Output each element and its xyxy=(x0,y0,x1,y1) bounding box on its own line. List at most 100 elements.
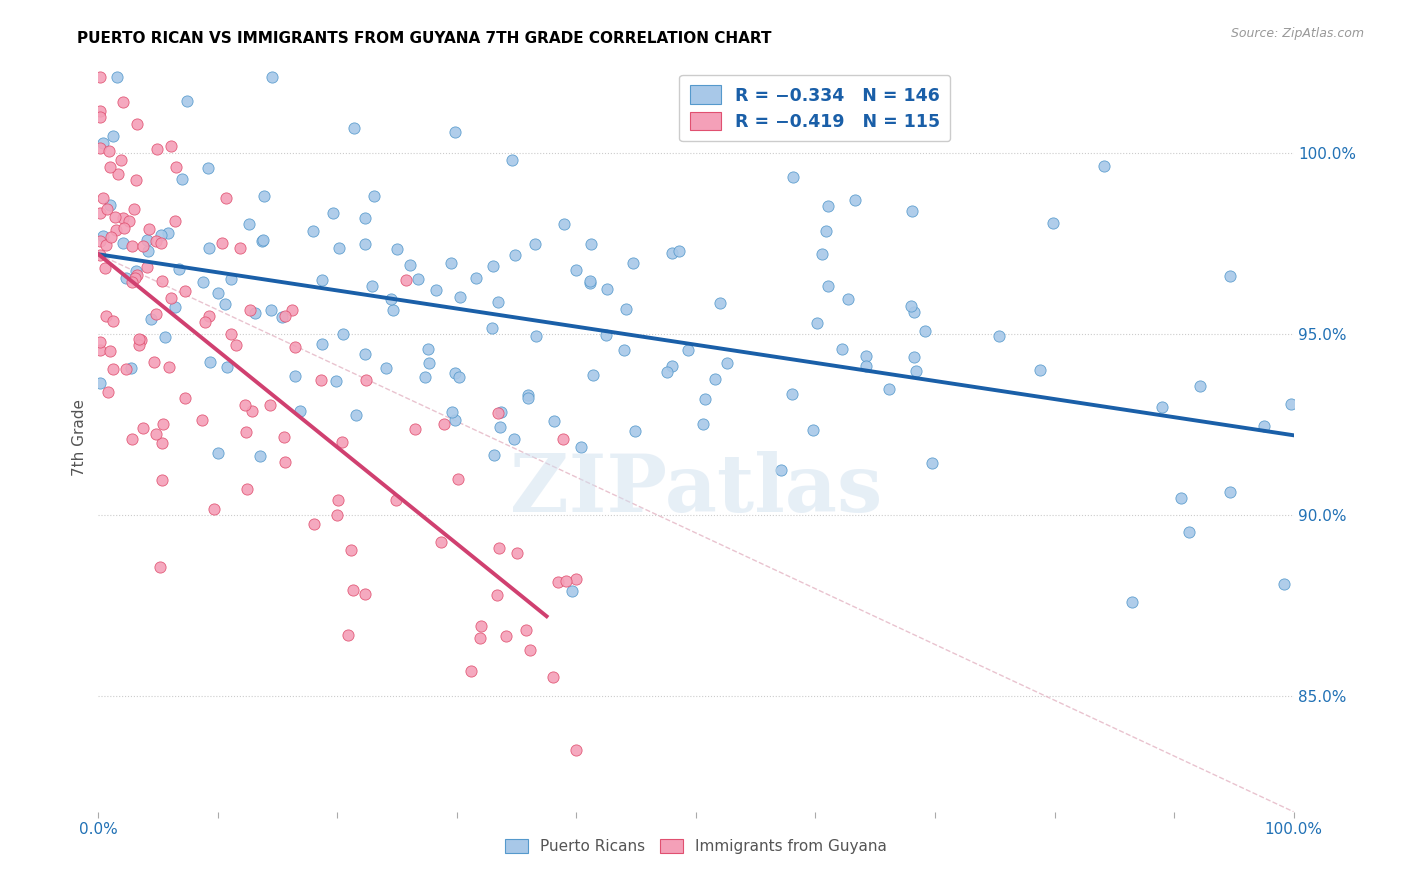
Point xyxy=(274,455,297,469)
Point xyxy=(488,406,510,420)
Point xyxy=(198,241,221,255)
Point xyxy=(270,310,292,324)
Point xyxy=(553,217,575,231)
Point xyxy=(416,343,439,357)
Point xyxy=(495,629,517,643)
Point xyxy=(444,366,467,380)
Point xyxy=(782,170,804,185)
Point xyxy=(150,274,173,288)
Point xyxy=(447,370,470,384)
Point xyxy=(1150,400,1173,414)
Point xyxy=(111,95,134,110)
Point xyxy=(565,743,588,757)
Point xyxy=(121,276,143,290)
Point xyxy=(149,235,172,250)
Point xyxy=(621,256,644,270)
Point xyxy=(145,426,167,441)
Point xyxy=(89,335,111,350)
Point xyxy=(692,417,714,431)
Point xyxy=(228,241,250,255)
Point xyxy=(259,398,281,412)
Point xyxy=(831,342,853,356)
Point xyxy=(89,141,111,155)
Point xyxy=(219,327,242,342)
Point xyxy=(398,258,420,272)
Point xyxy=(91,136,114,150)
Point xyxy=(89,248,111,262)
Point xyxy=(284,340,307,354)
Point xyxy=(198,354,221,368)
Point xyxy=(125,172,148,186)
Point xyxy=(465,271,488,285)
Point xyxy=(1279,397,1302,411)
Point xyxy=(174,391,197,405)
Point xyxy=(384,493,406,508)
Point xyxy=(547,574,569,589)
Point xyxy=(770,463,793,477)
Point xyxy=(1170,491,1192,505)
Point xyxy=(339,542,361,557)
Point xyxy=(160,138,183,153)
Point xyxy=(146,142,169,156)
Point xyxy=(1253,418,1275,433)
Point xyxy=(877,383,900,397)
Point xyxy=(354,236,377,251)
Point xyxy=(236,482,259,496)
Point xyxy=(578,274,600,288)
Point xyxy=(190,413,212,427)
Point xyxy=(395,272,418,286)
Point xyxy=(309,373,332,387)
Point xyxy=(440,255,463,269)
Point xyxy=(163,300,186,314)
Point xyxy=(1219,269,1241,284)
Text: ZIPatlas: ZIPatlas xyxy=(510,450,882,529)
Point xyxy=(89,103,111,118)
Point xyxy=(169,262,191,277)
Point xyxy=(716,356,738,370)
Point xyxy=(844,194,866,208)
Point xyxy=(565,263,588,277)
Point xyxy=(91,191,114,205)
Point xyxy=(1178,524,1201,539)
Point xyxy=(176,94,198,108)
Point xyxy=(430,535,453,549)
Point xyxy=(98,144,121,158)
Point xyxy=(806,316,828,330)
Point xyxy=(581,236,603,251)
Point xyxy=(811,247,834,261)
Point xyxy=(1219,484,1241,499)
Point xyxy=(273,430,295,444)
Point xyxy=(413,369,436,384)
Point xyxy=(555,574,578,589)
Point xyxy=(159,291,181,305)
Point xyxy=(385,242,408,256)
Point xyxy=(280,302,302,317)
Point xyxy=(207,285,229,300)
Point xyxy=(172,172,194,186)
Point xyxy=(150,436,173,450)
Point xyxy=(225,338,247,352)
Point xyxy=(330,434,353,449)
Point xyxy=(100,160,122,174)
Point xyxy=(91,229,114,244)
Point xyxy=(1042,216,1064,230)
Point xyxy=(96,202,118,217)
Point xyxy=(817,199,839,213)
Point xyxy=(485,588,508,602)
Point xyxy=(157,360,180,375)
Point xyxy=(353,587,375,601)
Point xyxy=(524,237,547,252)
Point xyxy=(581,368,603,383)
Point xyxy=(668,244,690,259)
Point xyxy=(363,188,385,202)
Point xyxy=(238,217,260,231)
Point xyxy=(524,329,547,343)
Point xyxy=(155,330,177,344)
Point xyxy=(501,153,523,168)
Point xyxy=(460,664,482,678)
Point xyxy=(353,211,375,225)
Point xyxy=(215,360,238,375)
Point xyxy=(443,413,465,427)
Point xyxy=(259,303,281,318)
Point xyxy=(94,309,117,323)
